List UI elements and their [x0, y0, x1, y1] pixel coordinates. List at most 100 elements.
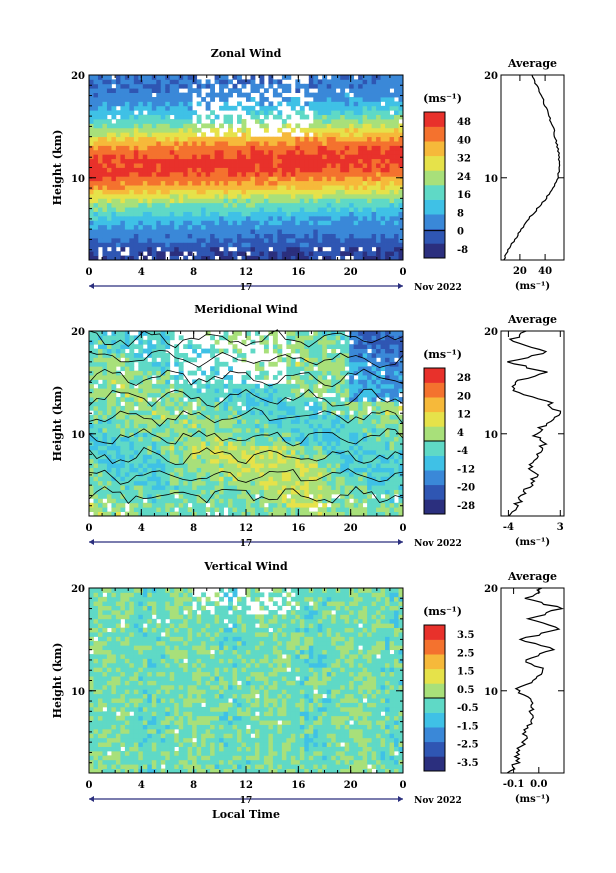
- heatmap-cell: [133, 480, 139, 486]
- heatmap-cell: [304, 198, 310, 204]
- heatmap-cell: [129, 242, 135, 248]
- heatmap-cell: [286, 224, 292, 230]
- heatmap-cell: [147, 101, 153, 107]
- heatmap-cell: [97, 211, 103, 217]
- heatmap-cell: [344, 189, 350, 195]
- heatmap-cell: [322, 454, 328, 460]
- heatmap-cell: [380, 207, 386, 212]
- heatmap-cell: [259, 392, 265, 398]
- heatmap-cell: [187, 489, 193, 495]
- heatmap-cell: [93, 211, 99, 217]
- heatmap-cell: [147, 171, 153, 177]
- heatmap-cell: [147, 383, 153, 389]
- heatmap-cell: [371, 198, 377, 204]
- heatmap-cell: [277, 198, 283, 204]
- heatmap-cell: [237, 224, 242, 230]
- heatmap-cell: [281, 410, 287, 416]
- heatmap-cell: [156, 185, 162, 190]
- heatmap-cell: [93, 88, 99, 94]
- heatmap-cell: [156, 485, 162, 490]
- heatmap-cell: [250, 167, 256, 173]
- heatmap-cell: [263, 471, 269, 477]
- heatmap-cell: [133, 237, 139, 243]
- heatmap-cell: [241, 189, 247, 195]
- heatmap-cell: [219, 467, 224, 473]
- heatmap-cell: [156, 237, 162, 243]
- heatmap-cell: [228, 149, 233, 155]
- heatmap-cell: [376, 180, 381, 186]
- heatmap-cell: [223, 79, 229, 85]
- heatmap-cell: [210, 198, 215, 204]
- heatmap-cell: [250, 145, 256, 151]
- heatmap-cell: [380, 233, 386, 239]
- heatmap-cell: [349, 211, 355, 217]
- heatmap-cell: [210, 427, 215, 433]
- heatmap-cell: [223, 83, 229, 89]
- heatmap-cell: [322, 79, 328, 85]
- heatmap-cell: [349, 163, 355, 168]
- heatmap-cell: [272, 507, 278, 512]
- heatmap-cell: [142, 233, 148, 239]
- heatmap-cell: [223, 335, 229, 341]
- heatmap-cell: [295, 163, 301, 168]
- heatmap-cell: [313, 132, 319, 138]
- heatmap-cell: [344, 83, 350, 89]
- heatmap-cell: [317, 405, 323, 411]
- heatmap-cell: [254, 458, 260, 464]
- heatmap-cell: [362, 215, 368, 221]
- heatmap-cell: [138, 331, 144, 336]
- heatmap-cell: [201, 207, 207, 212]
- heatmap-cell: [201, 215, 207, 221]
- heatmap-cell: [304, 344, 310, 350]
- heatmap-cell: [147, 158, 153, 164]
- heatmap-cell: [97, 423, 103, 429]
- heatmap-cell: [290, 251, 296, 256]
- heatmap-cell: [299, 110, 305, 116]
- heatmap-cell: [290, 357, 296, 363]
- heatmap-cell: [326, 88, 332, 94]
- heatmap-cell: [259, 414, 265, 420]
- heatmap-cell: [376, 224, 381, 230]
- heatmap-cell: [106, 193, 112, 199]
- heatmap-cell: [376, 242, 381, 248]
- heatmap-cell: [250, 79, 256, 85]
- heatmap-cell: [89, 163, 94, 168]
- heatmap-cell: [272, 493, 278, 499]
- heatmap-cell: [340, 180, 346, 186]
- heatmap-cell: [246, 215, 251, 221]
- heatmap-cell: [371, 167, 377, 173]
- heatmap-cell: [115, 498, 121, 504]
- heatmap-cell: [160, 480, 166, 486]
- heatmap-cell: [254, 202, 260, 208]
- heatmap-cell: [371, 110, 377, 116]
- heatmap-cell: [214, 193, 220, 199]
- heatmap-cell: [142, 414, 148, 420]
- heatmap-cell: [165, 467, 171, 473]
- heatmap-cell: [124, 141, 130, 146]
- heatmap-cell: [295, 229, 301, 234]
- heatmap-cell: [331, 375, 337, 380]
- heatmap-cell: [331, 176, 337, 182]
- heatmap-cell: [183, 198, 189, 204]
- heatmap-cell: [133, 388, 139, 394]
- heatmap-cell: [304, 348, 310, 354]
- heatmap-cell: [223, 375, 229, 380]
- heatmap-cell: [263, 458, 269, 464]
- heatmap-cell: [120, 467, 126, 473]
- heatmap-cell: [142, 163, 148, 168]
- heatmap-cell: [277, 502, 283, 508]
- heatmap-cell: [299, 401, 305, 407]
- heatmap-cell: [151, 405, 157, 411]
- heatmap-cell: [165, 397, 171, 402]
- heatmap-cell: [272, 158, 278, 164]
- heatmap-cell: [111, 220, 117, 226]
- heatmap-cell: [219, 511, 224, 517]
- heatmap-cell: [169, 246, 175, 252]
- heatmap-cell: [286, 502, 292, 508]
- heatmap-cell: [223, 423, 229, 429]
- heatmap-cell: [277, 397, 283, 402]
- heatmap-cell: [129, 502, 135, 508]
- heatmap-cell: [93, 202, 99, 208]
- heatmap-cell: [232, 88, 238, 94]
- heatmap-cell: [192, 414, 198, 420]
